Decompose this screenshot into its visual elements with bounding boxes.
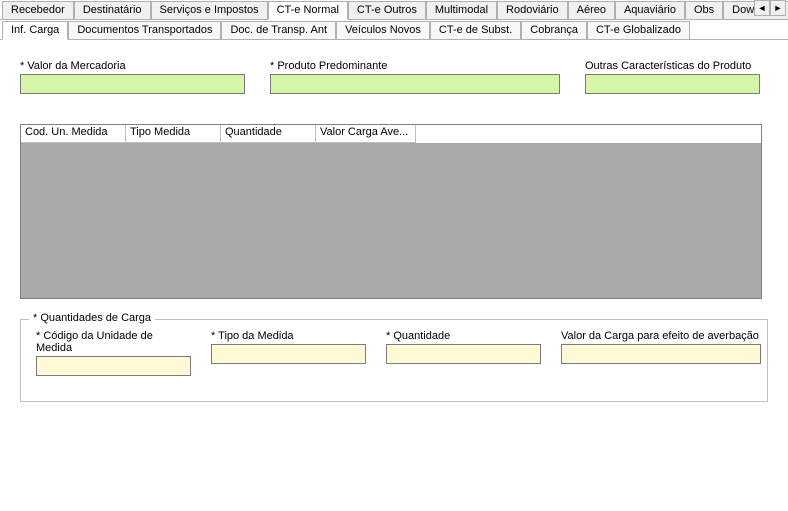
subtab-cte-globalizado[interactable]: CT-e Globalizado [587, 21, 690, 39]
input-codigo-unidade[interactable] [36, 356, 191, 376]
content-panel: * Valor da Mercadoria * Produto Predomin… [0, 40, 788, 412]
tab-cte-normal[interactable]: CT-e Normal [268, 1, 348, 20]
tab-scroll-controls: ◄ ► [754, 0, 786, 18]
input-valor-mercadoria[interactable] [20, 74, 245, 94]
top-fields-row: * Valor da Mercadoria * Produto Predomin… [20, 60, 768, 94]
subtab-cte-subst[interactable]: CT-e de Subst. [430, 21, 521, 39]
field-valor-mercadoria: * Valor da Mercadoria [20, 60, 245, 94]
subtab-cobranca[interactable]: Cobrança [521, 21, 587, 39]
input-valor-carga-averbacao[interactable] [561, 344, 761, 364]
subtab-veiculos-novos[interactable]: Veículos Novos [336, 21, 430, 39]
th-quantidade[interactable]: Quantidade [221, 125, 316, 143]
subtab-doc-transp-ant[interactable]: Doc. de Transp. Ant [221, 21, 336, 39]
tab-cte-outros[interactable]: CT-e Outros [348, 1, 426, 19]
th-cod-un-medida[interactable]: Cod. Un. Medida [21, 125, 126, 143]
label-valor-carga-averbacao: Valor da Carga para efeito de averbação [561, 330, 761, 342]
input-tipo-medida[interactable] [211, 344, 366, 364]
label-outras-caracteristicas: Outras Características do Produto [585, 60, 760, 72]
input-quantidade[interactable] [386, 344, 541, 364]
tab-multimodal[interactable]: Multimodal [426, 1, 497, 19]
th-tipo-medida[interactable]: Tipo Medida [126, 125, 221, 143]
cargo-table[interactable]: Cod. Un. Medida Tipo Medida Quantidade V… [20, 124, 762, 299]
tab-servicos-impostos[interactable]: Serviços e Impostos [151, 1, 268, 19]
label-quantidade: * Quantidade [386, 330, 541, 342]
sub-tab-strip: Inf. Carga Documentos Transportados Doc.… [0, 20, 788, 40]
input-produto-predominante[interactable] [270, 74, 560, 94]
tab-rodoviario[interactable]: Rodoviário [497, 1, 568, 19]
tab-recebedor[interactable]: Recebedor [2, 1, 74, 19]
tab-aquaviario[interactable]: Aquaviário [615, 1, 685, 19]
field-produto-predominante: * Produto Predominante [270, 60, 560, 94]
tab-obs[interactable]: Obs [685, 1, 723, 19]
label-codigo-unidade: * Código da Unidade de Medida [36, 330, 191, 354]
fieldset-quantidades-carga: * Quantidades de Carga * Código da Unida… [20, 319, 768, 402]
field-outras-caracteristicas: Outras Características do Produto [585, 60, 760, 94]
label-tipo-medida: * Tipo da Medida [211, 330, 366, 342]
label-valor-mercadoria: * Valor da Mercadoria [20, 60, 245, 72]
field-valor-carga-averbacao: Valor da Carga para efeito de averbação [561, 330, 761, 376]
subtab-documentos-transportados[interactable]: Documentos Transportados [68, 21, 221, 39]
label-produto-predominante: * Produto Predominante [270, 60, 560, 72]
tab-scroll-left[interactable]: ◄ [754, 0, 770, 16]
tab-scroll-right[interactable]: ► [770, 0, 786, 16]
input-outras-caracteristicas[interactable] [585, 74, 760, 94]
th-valor-carga-ave[interactable]: Valor Carga Ave... [316, 125, 416, 143]
table-header-row: Cod. Un. Medida Tipo Medida Quantidade V… [21, 125, 761, 143]
tab-aereo[interactable]: Aéreo [568, 1, 615, 19]
field-quantidade: * Quantidade [386, 330, 541, 376]
field-codigo-unidade: * Código da Unidade de Medida [36, 330, 191, 376]
subtab-inf-carga[interactable]: Inf. Carga [2, 21, 68, 40]
field-tipo-medida: * Tipo da Medida [211, 330, 366, 376]
legend-quantidades-carga: * Quantidades de Carga [29, 312, 155, 324]
main-tab-strip: Recebedor Destinatário Serviços e Impost… [0, 0, 788, 20]
tab-destinatario[interactable]: Destinatário [74, 1, 151, 19]
fieldset-row: * Código da Unidade de Medida * Tipo da … [36, 330, 752, 376]
